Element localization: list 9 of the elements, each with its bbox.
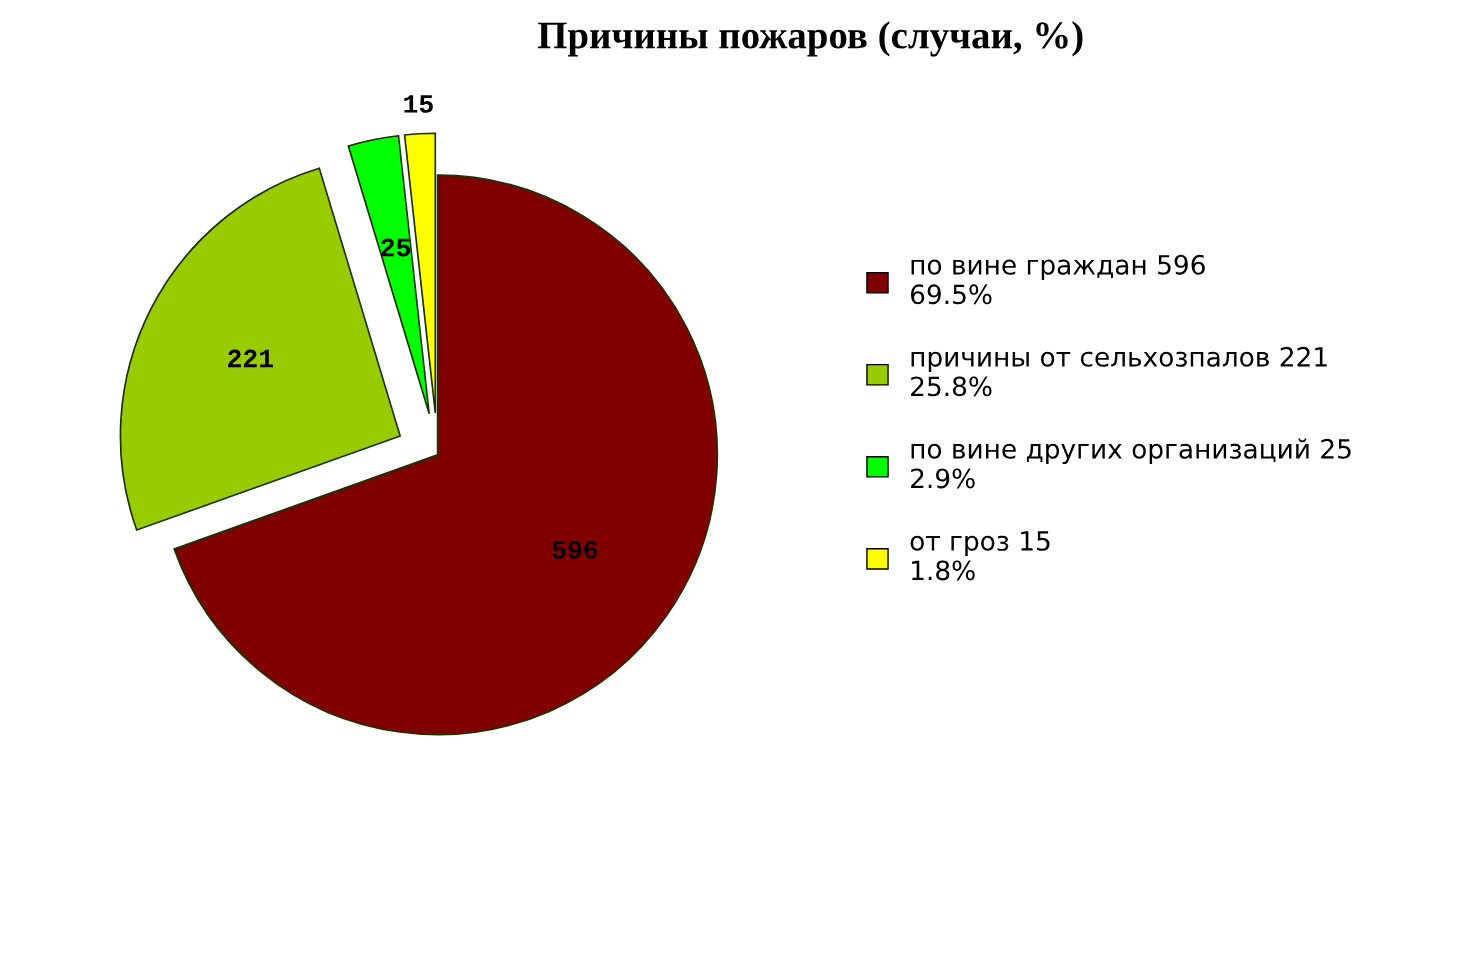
chart-title: Причины пожаров (случаи, %) <box>537 21 1083 57</box>
data-label: 15 <box>404 95 433 113</box>
legend-label: причины от сельхозпалов 221 25.8% <box>911 346 1327 397</box>
data-label: 596 <box>552 540 598 559</box>
legend-label: по вине других организаций 25 2.9% <box>911 438 1351 489</box>
data-label: 25 <box>381 238 411 257</box>
legend-label: от гроз 15 1.8% <box>910 531 1050 581</box>
legend-label: по вине граждан 596 69.5% <box>911 254 1205 305</box>
data-label: 221 <box>228 349 273 368</box>
